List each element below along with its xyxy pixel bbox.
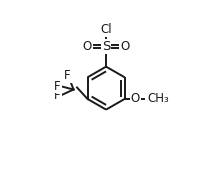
Text: F: F: [54, 89, 60, 102]
Text: S: S: [101, 40, 110, 53]
Text: F: F: [54, 80, 60, 93]
Text: CH₃: CH₃: [147, 93, 169, 105]
Text: F: F: [64, 69, 70, 82]
Text: O: O: [120, 40, 129, 53]
Text: O: O: [82, 40, 91, 53]
Text: O: O: [130, 93, 139, 105]
Text: Cl: Cl: [100, 23, 111, 36]
